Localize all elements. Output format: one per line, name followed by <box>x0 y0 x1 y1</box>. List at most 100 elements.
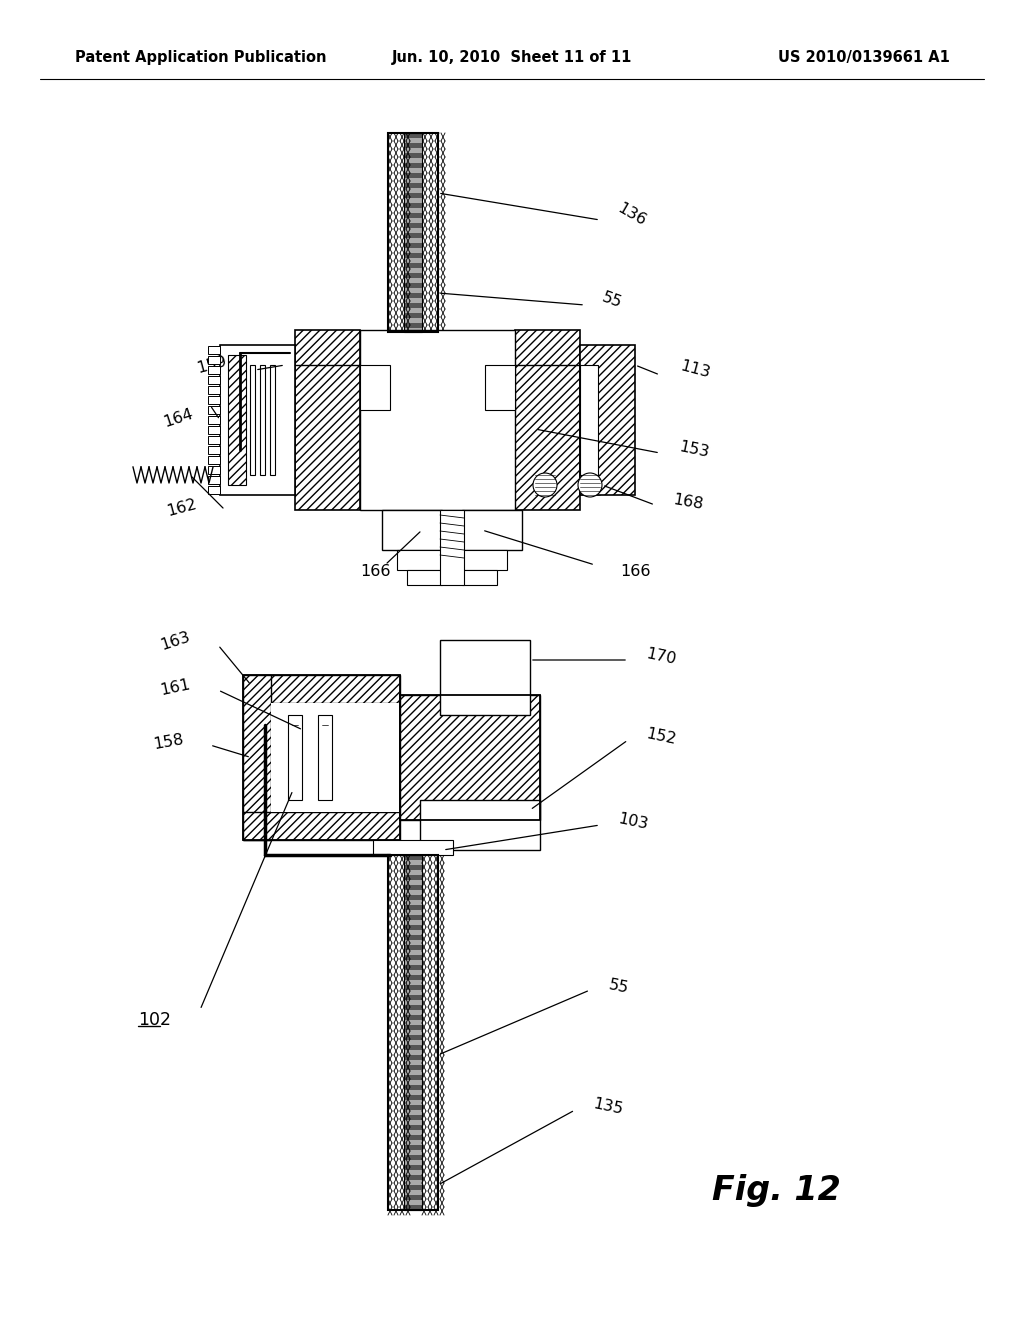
Bar <box>404 975 422 979</box>
Bar <box>373 840 453 855</box>
Bar <box>404 954 422 960</box>
Bar <box>404 234 422 238</box>
Bar <box>423 277 438 285</box>
Bar <box>404 248 422 253</box>
Bar <box>462 510 522 550</box>
Bar <box>404 870 422 875</box>
Bar <box>404 193 422 198</box>
Bar <box>388 309 403 317</box>
Bar <box>404 203 422 209</box>
Bar <box>404 1200 422 1205</box>
Bar <box>404 273 422 279</box>
Bar <box>243 675 400 704</box>
Text: 55: 55 <box>600 289 625 310</box>
Bar <box>404 1110 422 1115</box>
Bar <box>404 1119 422 1125</box>
Bar <box>404 268 422 273</box>
Bar <box>388 301 403 309</box>
Bar <box>360 366 390 411</box>
Text: 113: 113 <box>678 359 712 381</box>
Bar <box>388 157 403 165</box>
Bar <box>423 149 438 157</box>
Bar <box>288 715 302 800</box>
Bar <box>580 366 598 475</box>
Bar <box>404 1096 422 1100</box>
Bar <box>404 1005 422 1010</box>
Bar <box>404 920 422 925</box>
Bar <box>397 550 442 570</box>
Bar <box>228 355 246 484</box>
Bar <box>440 640 530 715</box>
Bar <box>404 995 422 1001</box>
Bar <box>404 263 422 268</box>
Bar <box>404 282 422 288</box>
Bar <box>404 1100 422 1105</box>
Bar <box>404 223 422 228</box>
Text: 161: 161 <box>159 676 193 697</box>
Bar <box>423 141 438 149</box>
Circle shape <box>578 473 602 498</box>
Bar <box>423 133 438 141</box>
Bar <box>423 325 438 333</box>
Bar <box>404 960 422 965</box>
Bar <box>404 1191 422 1195</box>
Bar <box>404 890 422 895</box>
Bar <box>404 855 422 861</box>
Bar <box>423 317 438 325</box>
Text: 153: 153 <box>678 440 711 461</box>
Text: 159: 159 <box>195 354 228 376</box>
Bar <box>208 436 220 444</box>
Bar <box>462 550 507 570</box>
Text: Jun. 10, 2010  Sheet 11 of 11: Jun. 10, 2010 Sheet 11 of 11 <box>392 50 632 65</box>
Bar <box>404 1040 422 1045</box>
Bar <box>404 1135 422 1140</box>
Bar <box>388 173 403 181</box>
Bar <box>404 906 422 909</box>
Bar <box>295 330 360 510</box>
Bar <box>208 455 220 465</box>
Bar <box>404 143 422 148</box>
Bar <box>404 293 422 298</box>
Bar <box>404 318 422 323</box>
Bar <box>404 861 422 865</box>
Bar <box>404 1010 422 1015</box>
Bar <box>388 197 403 205</box>
Bar <box>404 855 422 1210</box>
Bar <box>388 261 403 269</box>
Bar <box>388 133 403 141</box>
Bar <box>485 366 515 411</box>
Bar <box>388 325 403 333</box>
Bar <box>423 285 438 293</box>
Bar <box>404 1020 422 1026</box>
Bar <box>404 178 422 183</box>
Bar <box>404 1090 422 1096</box>
Bar <box>423 205 438 213</box>
Bar <box>404 1030 422 1035</box>
Bar <box>404 1150 422 1155</box>
Bar <box>404 1080 422 1085</box>
Bar <box>208 396 220 404</box>
Bar <box>404 1166 422 1170</box>
Bar <box>404 168 422 173</box>
Bar <box>423 261 438 269</box>
Text: 170: 170 <box>645 647 678 668</box>
Bar <box>404 288 422 293</box>
Bar <box>388 149 403 157</box>
Text: 168: 168 <box>672 492 705 512</box>
Text: US 2010/0139661 A1: US 2010/0139661 A1 <box>778 50 950 65</box>
Bar <box>404 308 422 313</box>
Bar <box>404 1055 422 1060</box>
Bar <box>404 950 422 954</box>
Bar <box>404 1144 422 1150</box>
Bar <box>423 293 438 301</box>
Bar <box>404 1115 422 1119</box>
Text: 103: 103 <box>617 812 650 833</box>
Bar <box>404 298 422 304</box>
Bar <box>404 162 422 168</box>
Bar <box>440 510 464 585</box>
Bar <box>404 1049 422 1055</box>
Bar <box>404 931 422 935</box>
Bar <box>423 301 438 309</box>
Bar <box>515 330 580 510</box>
Bar <box>208 477 220 484</box>
